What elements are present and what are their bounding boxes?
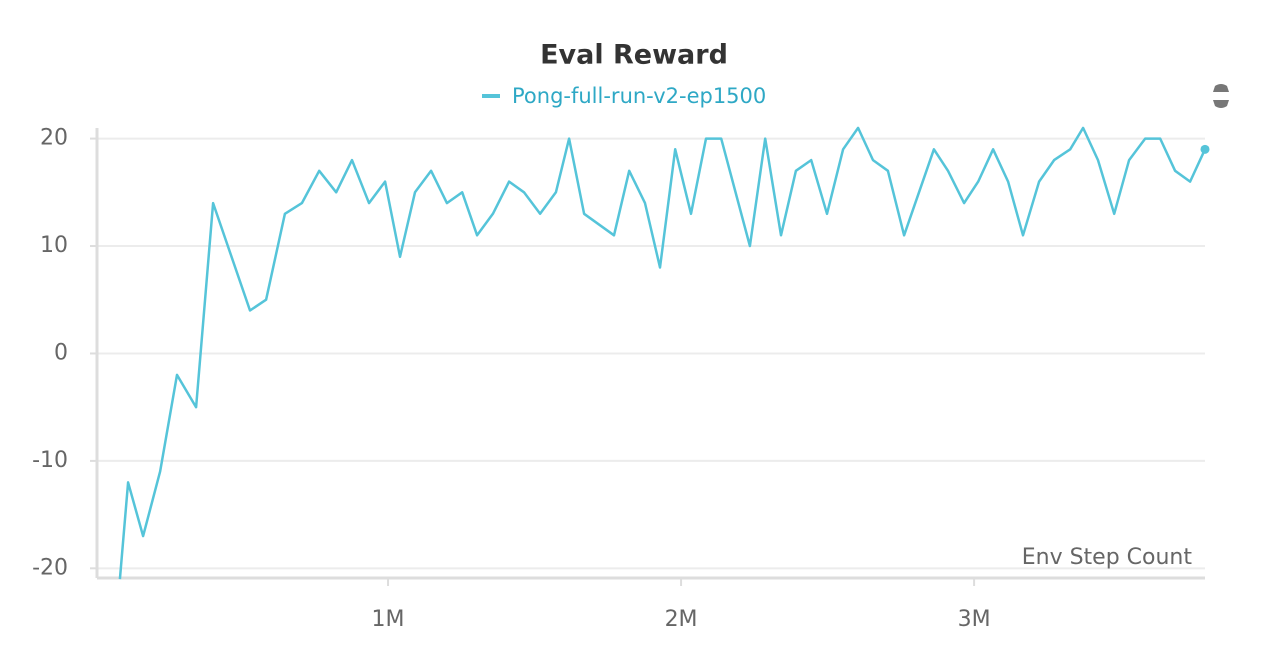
- chart-title: Eval Reward: [540, 40, 728, 71]
- x-tick-label: 1M: [372, 607, 405, 632]
- series-line: [118, 126, 1207, 580]
- y-tick-label: 10: [40, 233, 68, 258]
- y-tick-label: 0: [54, 340, 68, 365]
- x-tick-label: 2M: [665, 607, 698, 632]
- icon-bottom: [1213, 100, 1229, 108]
- end-point: [1200, 144, 1210, 154]
- y-tick-label: -20: [32, 555, 68, 580]
- legend-label: Pong-full-run-v2-ep1500: [512, 84, 766, 108]
- y-tick-label: 20: [40, 126, 68, 151]
- icon-top: [1213, 84, 1229, 92]
- x-tick-label: 3M: [958, 607, 991, 632]
- x-axis-label: Env Step Count: [1022, 545, 1193, 570]
- menu-icon[interactable]: [1213, 84, 1229, 108]
- y-tick-label: -10: [32, 448, 68, 473]
